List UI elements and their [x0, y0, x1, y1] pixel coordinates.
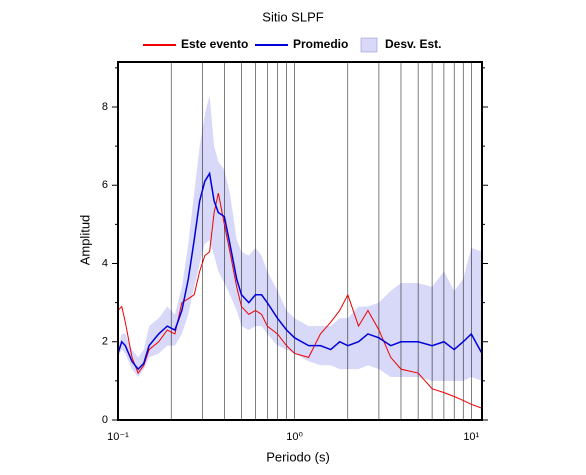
plot-frame [117, 61, 483, 421]
series-line [117, 171, 483, 371]
y-tick-label: 4 [102, 257, 108, 269]
legend-swatch [360, 37, 378, 53]
y-tick-label: 0 [102, 414, 108, 426]
x-tick-label: 10¹ [463, 431, 479, 443]
y-axis-label: Amplitud [77, 215, 92, 266]
legend-label: Desv. Est. [385, 37, 441, 51]
y-tick-label: 2 [102, 336, 108, 348]
series-line [117, 192, 483, 409]
y-tick-label: 6 [102, 179, 108, 191]
x-tick-label: 10⁻¹ [107, 431, 129, 443]
legend-label: Este evento [181, 37, 248, 51]
y-tick-label: 8 [102, 101, 108, 113]
chart-title: Sitio SLPF [262, 9, 323, 24]
std-band [118, 95, 482, 381]
legend-label: Promedio [293, 37, 348, 51]
x-axis-label: Periodo (s) [266, 449, 330, 464]
x-tick-label: 10⁰ [286, 431, 303, 443]
